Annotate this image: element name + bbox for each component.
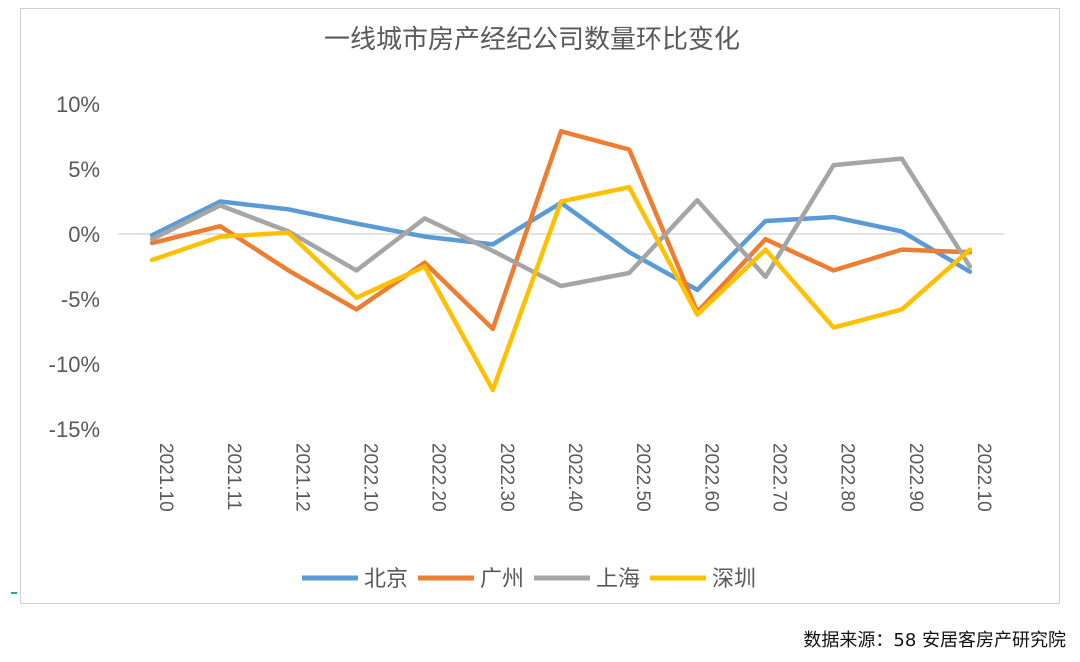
- series-line-北京: [149, 199, 973, 293]
- legend-label-上海: 上海: [596, 567, 640, 592]
- x-tick-label: 2022.40: [564, 443, 585, 512]
- x-axis-ticks: 2021.10 2021.11 2021.12 2022.10 2022.20 2022.…: [155, 443, 994, 512]
- series-line-深圳: [149, 184, 973, 393]
- chart-frame: [20, 8, 1060, 604]
- x-tick-label: 2022.30: [496, 443, 517, 512]
- x-tick-label: 2022.10: [973, 443, 994, 512]
- x-tick-label: 2022.80: [837, 443, 858, 512]
- x-tick-label: 2022.20: [428, 443, 449, 512]
- x-tick-label: 2021.12: [291, 443, 312, 512]
- series-lines: [149, 129, 973, 393]
- x-tick-label: 2022.60: [700, 443, 721, 512]
- x-tick-label: 2022.90: [905, 443, 926, 512]
- x-tick-label: 2021.10: [155, 443, 176, 512]
- y-tick-label: 0%: [68, 222, 100, 247]
- legend-label-深圳: 深圳: [712, 567, 756, 592]
- series-line-广州: [149, 129, 973, 332]
- legend: 北京 广州 上海 深圳: [302, 567, 756, 592]
- source-note: 数据来源：58 安居客房产研究院: [803, 630, 1066, 651]
- accent-mark: [11, 592, 17, 594]
- legend-label-北京: 北京: [364, 567, 408, 592]
- x-tick-label: 2022.50: [632, 443, 653, 512]
- y-axis-ticks: 10% 5% 0% -5% -10% -15%: [49, 92, 100, 442]
- y-tick-label: 5%: [68, 157, 100, 182]
- legend-label-广州: 广州: [480, 567, 524, 592]
- x-tick-label: 2022.70: [768, 443, 789, 512]
- y-tick-label: -15%: [49, 417, 100, 442]
- y-tick-label: -10%: [49, 352, 100, 377]
- y-tick-label: 10%: [56, 92, 100, 117]
- y-tick-label: -5%: [61, 287, 100, 312]
- x-tick-label: 2022.10: [360, 443, 381, 512]
- x-tick-label: 2021.11: [223, 443, 244, 510]
- chart-title: 一线城市房产经纪公司数量环比变化: [324, 25, 740, 55]
